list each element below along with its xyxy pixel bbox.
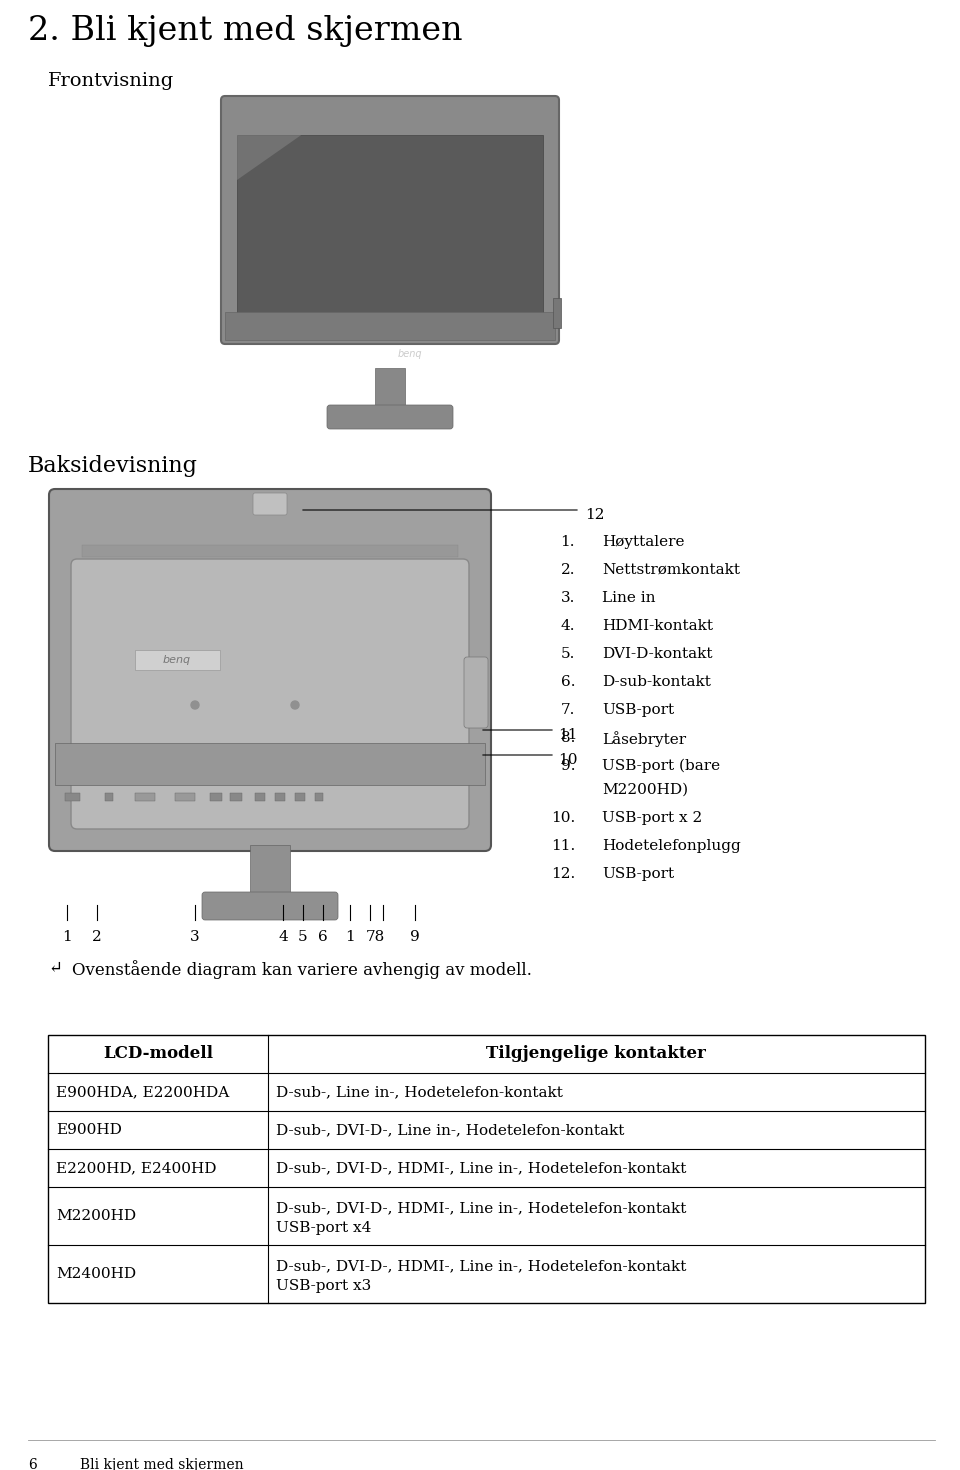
Text: D-sub-, DVI-D-, HDMI-, Line in-, Hodetelefon-kontakt: D-sub-, DVI-D-, HDMI-, Line in-, Hodetel… <box>276 1161 686 1175</box>
Text: Frontvisning: Frontvisning <box>48 72 175 90</box>
Circle shape <box>191 701 199 709</box>
Bar <box>105 792 113 801</box>
Bar <box>65 792 80 801</box>
Text: USB-port (bare: USB-port (bare <box>602 759 720 773</box>
Circle shape <box>291 761 299 769</box>
Text: Ovenstående diagram kan variere avhengig av modell.: Ovenstående diagram kan variere avhengig… <box>72 960 532 979</box>
Bar <box>210 792 222 801</box>
Text: 1.: 1. <box>561 535 575 548</box>
Text: ↵: ↵ <box>48 960 61 978</box>
Text: HDMI-kontakt: HDMI-kontakt <box>602 619 713 634</box>
Bar <box>237 135 543 329</box>
Bar <box>55 742 485 785</box>
Text: E900HDA, E2200HDA: E900HDA, E2200HDA <box>56 1085 229 1100</box>
Text: 2: 2 <box>92 931 102 944</box>
Text: benq: benq <box>397 348 422 359</box>
Text: Line in: Line in <box>602 591 656 606</box>
Text: USB-port x 2: USB-port x 2 <box>602 811 703 825</box>
Text: USB-port x4: USB-port x4 <box>276 1222 372 1235</box>
Text: Bli kjent med skjermen: Bli kjent med skjermen <box>80 1458 244 1470</box>
Bar <box>175 792 195 801</box>
Text: 2.: 2. <box>561 563 575 578</box>
Text: Låsebryter: Låsebryter <box>602 731 686 747</box>
Bar <box>255 792 265 801</box>
Text: 8.: 8. <box>561 731 575 745</box>
Text: 10.: 10. <box>551 811 575 825</box>
Text: benq: benq <box>163 656 191 664</box>
Bar <box>135 650 220 670</box>
Bar <box>225 312 555 340</box>
Text: Tilgjengelige kontakter: Tilgjengelige kontakter <box>486 1045 706 1063</box>
Text: Nettstrømkontakt: Nettstrømkontakt <box>602 563 740 578</box>
Polygon shape <box>237 110 337 179</box>
Text: 4.: 4. <box>561 619 575 634</box>
Text: 5: 5 <box>299 931 308 944</box>
Circle shape <box>291 701 299 709</box>
Bar <box>295 792 305 801</box>
Text: 6: 6 <box>28 1458 36 1470</box>
Text: Høyttalere: Høyttalere <box>602 535 684 548</box>
FancyBboxPatch shape <box>202 892 338 920</box>
Text: 6.: 6. <box>561 675 575 689</box>
Text: M2200HD: M2200HD <box>56 1208 136 1223</box>
Bar <box>250 845 290 895</box>
Text: 1: 1 <box>62 931 72 944</box>
Text: D-sub-, Line in-, Hodetelefon-kontakt: D-sub-, Line in-, Hodetelefon-kontakt <box>276 1085 563 1100</box>
Text: Hodetelefonplugg: Hodetelefonplugg <box>602 839 741 853</box>
Bar <box>275 792 285 801</box>
Text: 10: 10 <box>558 753 578 767</box>
Bar <box>135 792 155 801</box>
Text: 2. Bli kjent med skjermen: 2. Bli kjent med skjermen <box>28 15 463 47</box>
Bar <box>315 792 323 801</box>
Text: 4: 4 <box>278 931 288 944</box>
Text: USB-port: USB-port <box>602 703 674 717</box>
Text: 1: 1 <box>346 931 355 944</box>
Text: D-sub-, DVI-D-, Line in-, Hodetelefon-kontakt: D-sub-, DVI-D-, Line in-, Hodetelefon-ko… <box>276 1123 624 1136</box>
Bar <box>553 298 561 328</box>
FancyBboxPatch shape <box>71 559 469 829</box>
Text: 7.: 7. <box>561 703 575 717</box>
Text: DVI-D-kontakt: DVI-D-kontakt <box>602 647 712 662</box>
Bar <box>48 1035 925 1302</box>
Text: Baksidevisning: Baksidevisning <box>28 456 198 476</box>
Text: E900HD: E900HD <box>56 1123 122 1136</box>
Text: 78: 78 <box>366 931 385 944</box>
Text: M2400HD: M2400HD <box>56 1267 136 1280</box>
Text: 11: 11 <box>558 728 578 742</box>
Bar <box>82 545 458 557</box>
Text: USB-port x3: USB-port x3 <box>276 1279 372 1294</box>
Text: D-sub-, DVI-D-, HDMI-, Line in-, Hodetelefon-kontakt: D-sub-, DVI-D-, HDMI-, Line in-, Hodetel… <box>276 1201 686 1216</box>
Text: 9: 9 <box>410 931 420 944</box>
Text: 5.: 5. <box>561 647 575 662</box>
Text: M2200HD): M2200HD) <box>602 784 688 797</box>
FancyBboxPatch shape <box>49 490 491 851</box>
Circle shape <box>191 761 199 769</box>
Text: D-sub-kontakt: D-sub-kontakt <box>602 675 710 689</box>
Bar <box>375 368 405 409</box>
Text: 12: 12 <box>585 509 605 522</box>
Text: E2200HD, E2400HD: E2200HD, E2400HD <box>56 1161 217 1175</box>
Text: 9.: 9. <box>561 759 575 773</box>
Text: USB-port: USB-port <box>602 867 674 881</box>
Text: 12.: 12. <box>551 867 575 881</box>
Text: 3.: 3. <box>561 591 575 606</box>
Text: D-sub-, DVI-D-, HDMI-, Line in-, Hodetelefon-kontakt: D-sub-, DVI-D-, HDMI-, Line in-, Hodetel… <box>276 1258 686 1273</box>
Text: 3: 3 <box>190 931 200 944</box>
Text: LCD-modell: LCD-modell <box>103 1045 213 1063</box>
Text: 6: 6 <box>318 931 328 944</box>
FancyBboxPatch shape <box>464 657 488 728</box>
FancyBboxPatch shape <box>253 492 287 514</box>
FancyBboxPatch shape <box>327 406 453 429</box>
Bar <box>230 792 242 801</box>
Text: 11.: 11. <box>551 839 575 853</box>
FancyBboxPatch shape <box>221 96 559 344</box>
